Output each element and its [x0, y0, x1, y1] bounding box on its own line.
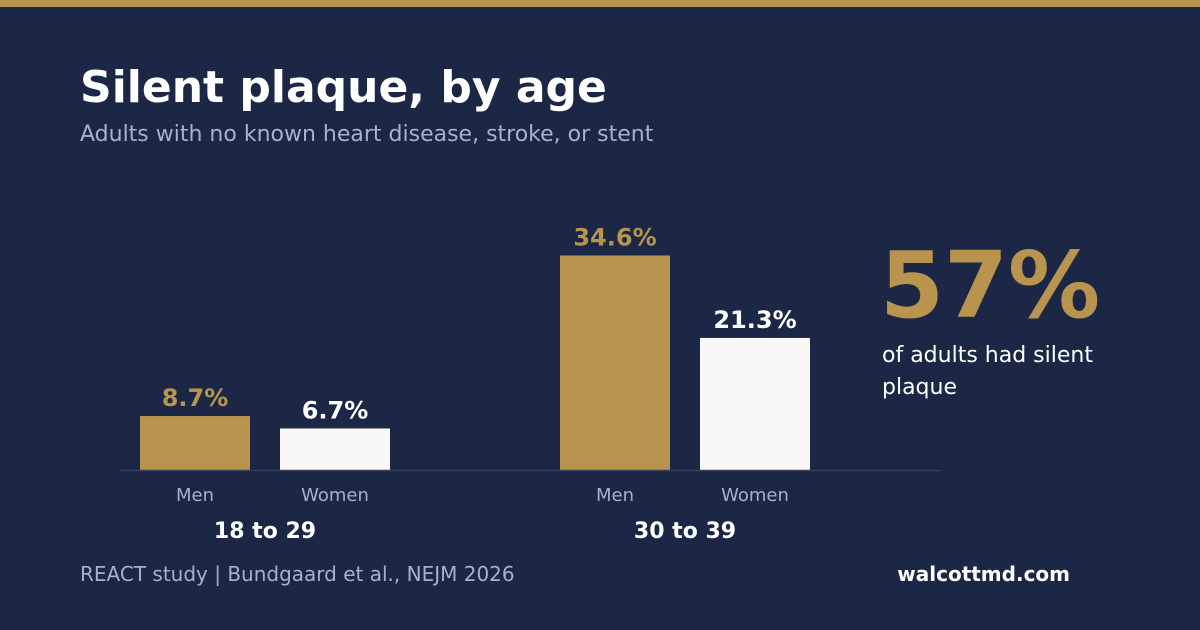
callout-caption: of adults had silent plaque	[882, 343, 1093, 400]
x-tick-label: Women	[721, 485, 789, 506]
bar-18-to-29-men	[140, 416, 250, 470]
source-citation: REACT study | Bundgaard et al., NEJM 202…	[80, 562, 515, 586]
bar-30-to-39-men	[560, 255, 670, 470]
x-tick-label: Men	[176, 485, 214, 506]
data-label: 21.3%	[713, 306, 796, 334]
website-link[interactable]: walcottmd.com	[897, 562, 1070, 586]
callout-value: 57%	[880, 232, 1101, 339]
data-label: 6.7%	[302, 396, 369, 424]
x-tick-label: Women	[301, 485, 369, 506]
chart-subtitle: Adults with no known heart disease, stro…	[80, 122, 654, 147]
chart-title: Silent plaque, by age	[80, 62, 607, 113]
data-label: 34.6%	[573, 223, 656, 251]
top-accent-bar	[0, 0, 1200, 7]
bar-30-to-39-women	[700, 337, 810, 470]
data-label: 8.7%	[162, 384, 229, 412]
x-tick-label: Men	[596, 485, 634, 506]
group-label: 30 to 39	[634, 519, 736, 544]
group-label: 18 to 29	[214, 519, 316, 544]
bar-18-to-29-women	[280, 428, 390, 470]
